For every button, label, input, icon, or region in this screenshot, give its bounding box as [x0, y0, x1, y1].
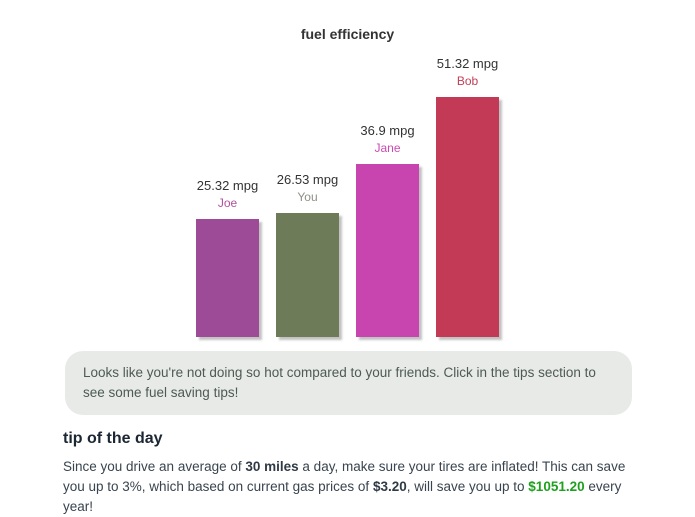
tip-text-part1: Since you drive an average of	[63, 459, 246, 474]
bar-you	[276, 212, 339, 337]
bar-value-label: 51.32 mpg	[436, 55, 499, 71]
tip-section: tip of the day Since you drive an averag…	[63, 430, 638, 517]
tip-miles-value: 30 miles	[245, 459, 299, 474]
tip-of-the-day-heading: tip of the day	[63, 430, 163, 447]
bar-name-label: You	[297, 189, 318, 204]
bar-bob	[436, 96, 499, 337]
bar-column-joe: 25.32 mpg Joe	[196, 178, 259, 337]
tip-text-part2: a day, make sure your tires are inflated…	[63, 459, 626, 494]
tip-gas-price-value: $3.20	[372, 479, 407, 494]
bar-value-label: 36.9 mpg	[360, 123, 415, 139]
bar-name-label: Joe	[217, 195, 238, 210]
bar-jane	[356, 164, 419, 337]
bar-column-you: 26.53 mpg You	[276, 172, 339, 337]
tip-text-part3: , will save you up to	[406, 479, 529, 494]
bar-name-label: Bob	[456, 73, 479, 88]
page-title: fuel efficiency	[300, 26, 395, 42]
tip-text: Since you drive an average of 30 miles a…	[63, 457, 638, 517]
bar-joe	[196, 218, 259, 337]
bar-chart: 25.32 mpg Joe 26.53 mpg You 36.9 mpg Jane 51.3…	[0, 42, 695, 337]
bar-column-jane: 36.9 mpg Jane	[356, 123, 419, 337]
bar-name-label: Jane	[374, 141, 401, 156]
bar-value-label: 26.53 mpg	[276, 171, 339, 187]
tip-savings-value: $1051.20	[528, 479, 585, 494]
bar-value-label: 25.32 mpg	[196, 177, 259, 193]
comparison-message-box: Looks like you're not doing so hot compa…	[65, 351, 632, 415]
bar-column-bob: 51.32 mpg Bob	[436, 56, 499, 337]
